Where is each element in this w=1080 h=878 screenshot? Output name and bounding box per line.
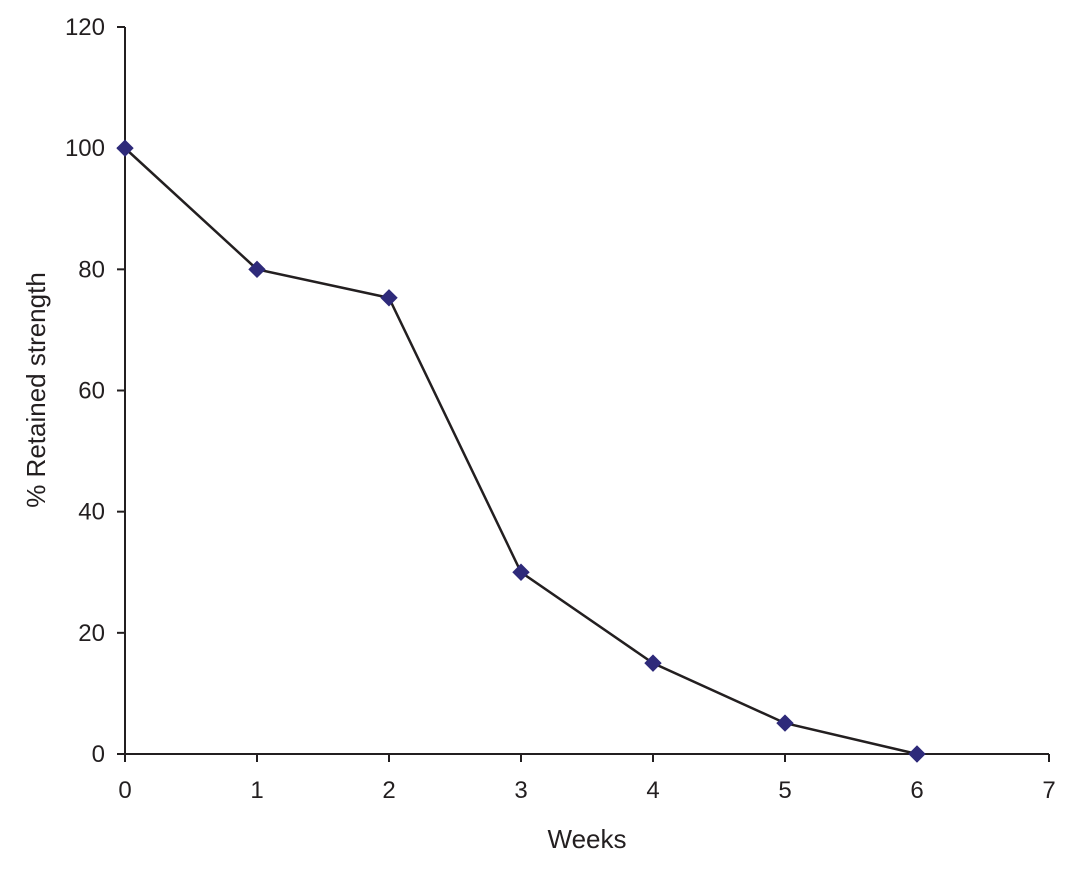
data-point-marker: [116, 139, 134, 157]
x-tick-label: 6: [910, 777, 923, 804]
y-axis-title: % Retained strength: [21, 272, 51, 508]
data-point-marker: [248, 260, 266, 279]
data-point-marker: [776, 714, 794, 732]
series-line: [124, 147, 918, 756]
y-tick-label: 120: [65, 14, 105, 41]
data-point-marker: [512, 563, 530, 581]
y-tick-label: 100: [65, 135, 105, 162]
x-ticks: 0 1 2 3 4 5 6 7: [118, 754, 1056, 804]
series-layer: [116, 139, 926, 763]
x-tick-label: 5: [778, 777, 791, 804]
x-tick-label: 2: [382, 777, 395, 804]
y-ticks: 0 20 40 60 80 100 120: [65, 14, 125, 768]
data-point-marker: [908, 745, 926, 763]
x-tick-label: 0: [118, 777, 131, 804]
y-tick-label: 20: [78, 620, 105, 647]
x-tick-label: 3: [514, 777, 527, 804]
x-tick-label: 7: [1042, 777, 1055, 804]
y-tick-label: 80: [78, 256, 105, 283]
data-point-marker: [644, 654, 662, 672]
y-tick-label: 40: [78, 499, 105, 526]
x-axis-title: Weeks: [548, 824, 627, 854]
x-tick-label: 1: [250, 777, 263, 804]
y-tick-label: 0: [92, 741, 105, 768]
x-tick-label: 4: [646, 777, 659, 804]
data-point-marker: [380, 289, 398, 307]
axes: [124, 27, 1049, 755]
y-tick-label: 60: [78, 378, 105, 405]
